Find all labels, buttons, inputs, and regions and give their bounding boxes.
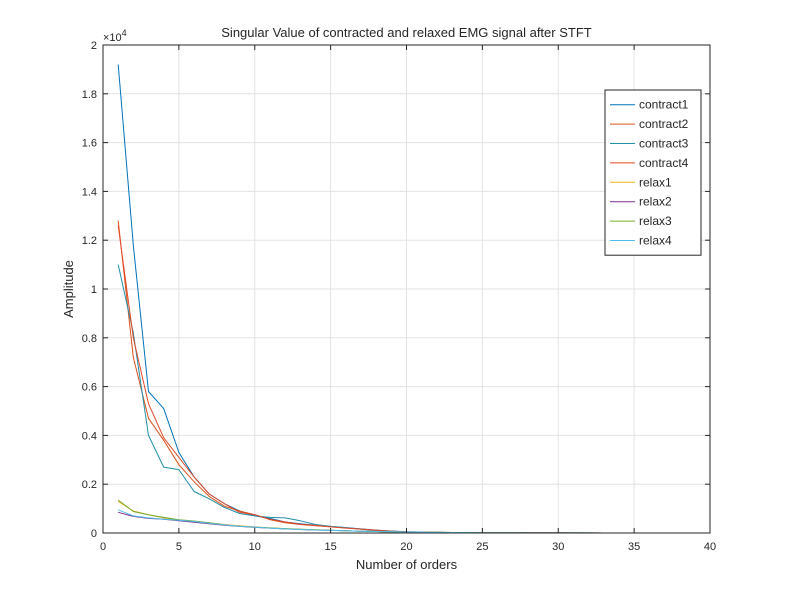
x-tick-label: 30 [552,541,564,553]
x-tick-label: 10 [249,541,261,553]
series-line-relax1 [117,500,710,534]
y-axis-exponent-base: ×10 [103,32,122,44]
y-tick-label: 1.4 [82,186,97,198]
legend-box [604,89,702,256]
legend: contract1 contract2 contract3 contract4 rela… [604,89,702,256]
y-axis-exponent-power: 4 [122,28,127,38]
y-tick-label: 0.6 [82,382,97,394]
y-axis-title: Amplitude [61,260,76,318]
y-tick-label: 1 [91,284,97,296]
x-tick-label: 40 [704,541,716,553]
axis-ticks: 0 5 10 15 20 25 30 35 40 0 0.2 0.4 0.6 0.8 1 1.2 1.4 1.6 1… [82,40,716,553]
legend-label: contract4 [639,156,689,170]
y-tick-label: 0 [91,528,97,540]
y-tick-label: 1.8 [82,89,97,101]
series-line-relax4 [118,509,710,534]
legend-label: contract1 [639,98,689,112]
x-tick-label: 0 [100,541,106,553]
y-tick-label: 1.6 [82,138,97,150]
x-tick-label: 20 [400,541,412,553]
y-tick-label: 0.8 [82,333,97,345]
x-tick-label: 5 [176,541,182,553]
legend-label: relax1 [639,175,672,189]
legend-label: relax4 [639,234,672,248]
y-tick-label: 0.4 [82,430,97,442]
legend-label: relax2 [639,195,672,209]
x-tick-label: 25 [476,541,488,553]
legend-label: relax3 [639,214,672,228]
y-tick-label: 0.2 [82,479,97,491]
y-axis-exponent: ×104 [103,28,127,44]
y-tick-label: 2 [91,40,97,52]
grid [102,44,711,534]
legend-label: contract2 [639,117,689,131]
x-tick-label: 15 [325,541,337,553]
x-tick-label: 35 [628,541,640,553]
series-line-relax3 [117,499,710,534]
series-line-contract4 [117,225,710,534]
legend-label: contract3 [639,137,689,151]
y-tick-label: 1.2 [82,235,97,247]
series-line-contract3 [117,264,710,534]
series-line-contract2 [117,220,710,534]
chart-title: Singular Value of contracted and relaxed… [221,25,592,40]
x-axis-title: Number of orders [356,557,458,572]
